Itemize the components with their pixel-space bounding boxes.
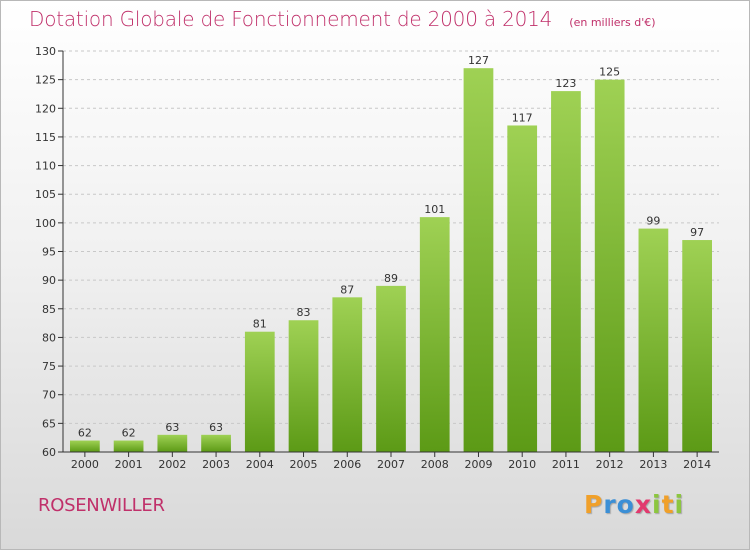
x-tick-label: 2013 xyxy=(639,458,667,471)
bar-value-label: 83 xyxy=(297,306,311,319)
y-tick-label: 115 xyxy=(35,131,56,144)
y-tick-label: 110 xyxy=(35,160,56,173)
commune-name: ROSENWILLER xyxy=(38,495,165,516)
bar xyxy=(157,434,188,452)
bar xyxy=(507,125,538,452)
bar xyxy=(69,440,100,452)
logo-letter: i xyxy=(674,490,685,519)
x-tick-label: 2008 xyxy=(421,458,449,471)
bar-value-label: 63 xyxy=(165,421,179,434)
y-tick-label: 85 xyxy=(42,303,56,316)
y-tick-label: 95 xyxy=(42,246,56,259)
y-tick-label: 100 xyxy=(35,217,56,230)
bar xyxy=(288,320,319,452)
logo-letter: i xyxy=(652,490,662,519)
y-tick-label: 65 xyxy=(42,417,56,430)
logo-letter: t xyxy=(661,490,675,519)
bar-value-label: 123 xyxy=(555,77,576,90)
x-tick-label: 2002 xyxy=(158,458,186,471)
bar xyxy=(113,440,144,452)
bar xyxy=(551,91,581,452)
bar xyxy=(638,228,669,452)
proxiti-logo: Proxiti xyxy=(584,490,684,519)
bar xyxy=(244,331,275,452)
bar xyxy=(682,240,713,452)
logo-letter: r xyxy=(603,490,617,519)
bar-value-label: 62 xyxy=(122,427,136,440)
x-tick-label: 2007 xyxy=(377,458,405,471)
bar-value-label: 89 xyxy=(384,272,398,285)
x-tick-label: 2011 xyxy=(552,458,580,471)
x-tick-label: 2012 xyxy=(596,458,624,471)
y-tick-label: 130 xyxy=(35,45,56,58)
logo-letter: o xyxy=(616,490,635,519)
x-tick-label: 2009 xyxy=(464,458,492,471)
x-tick-label: 2003 xyxy=(202,458,230,471)
x-tick-label: 2014 xyxy=(683,458,711,471)
bar xyxy=(332,297,363,452)
bar-value-label: 97 xyxy=(690,226,704,239)
y-tick-label: 120 xyxy=(35,102,56,115)
value-labels: 62 62 63 63 81 83 87 89 101 127 117 123 125 99 97 xyxy=(78,54,704,439)
bar-value-label: 63 xyxy=(209,421,223,434)
bar-value-label: 125 xyxy=(599,66,620,79)
x-tick-label: 2004 xyxy=(246,458,274,471)
chart-subtitle: (en milliers d'€) xyxy=(569,16,656,29)
bar-value-label: 87 xyxy=(340,283,354,296)
bar-value-label: 127 xyxy=(468,54,489,67)
x-tick-label: 2006 xyxy=(333,458,361,471)
y-tick-label: 105 xyxy=(35,188,56,201)
logo-letter: P xyxy=(584,490,604,519)
bar-value-label: 101 xyxy=(424,203,445,216)
logo-letter: x xyxy=(634,490,652,519)
bar-value-label: 117 xyxy=(512,111,533,124)
y-tick-label: 75 xyxy=(42,360,56,373)
x-tick-label: 2000 xyxy=(71,458,99,471)
x-tick-label: 2001 xyxy=(115,458,143,471)
y-tick-label: 70 xyxy=(42,389,56,402)
x-tick-label: 2005 xyxy=(290,458,318,471)
title-row: Dotation Globale de Fonctionnement de 20… xyxy=(29,7,656,31)
bar-value-label: 81 xyxy=(253,318,267,331)
x-tick-label: 2010 xyxy=(508,458,536,471)
y-tick-label: 80 xyxy=(42,331,56,344)
bar xyxy=(594,79,625,453)
y-tick-label: 125 xyxy=(35,74,56,87)
y-tick-label: 60 xyxy=(42,446,56,459)
bar-value-label: 62 xyxy=(78,427,92,440)
axes: 60 65 70 75 80 85 90 95 100 105 110 115 120 125 130 200… xyxy=(35,45,719,471)
bars xyxy=(69,68,713,453)
y-tick-label: 90 xyxy=(42,274,56,287)
bar xyxy=(419,217,450,452)
bar-value-label: 99 xyxy=(646,215,660,228)
bar xyxy=(376,285,406,452)
bar xyxy=(463,68,494,452)
bar xyxy=(201,434,231,452)
chart-title: Dotation Globale de Fonctionnement de 20… xyxy=(29,7,553,31)
